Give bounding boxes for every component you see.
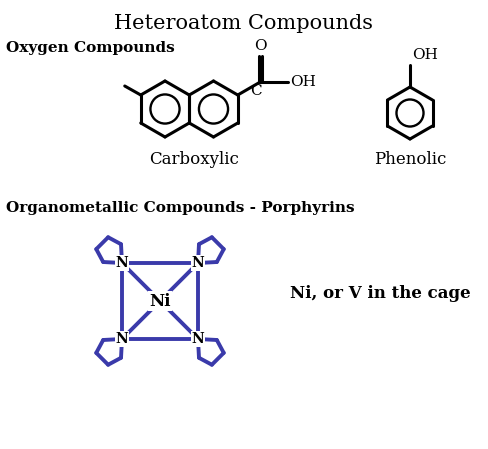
Text: N: N	[192, 256, 204, 270]
Text: OH: OH	[412, 48, 438, 62]
Text: OH: OH	[290, 75, 316, 89]
Text: Phenolic: Phenolic	[374, 151, 446, 168]
Text: Ni: Ni	[149, 292, 171, 309]
Text: Oxygen Compounds: Oxygen Compounds	[6, 41, 175, 55]
Text: Ni, or V in the cage: Ni, or V in the cage	[290, 286, 470, 303]
Text: Heteroatom Compounds: Heteroatom Compounds	[115, 14, 373, 33]
Text: Carboxylic: Carboxylic	[149, 151, 239, 168]
Text: N: N	[116, 332, 128, 346]
Text: O: O	[254, 39, 266, 53]
Text: C: C	[250, 84, 262, 98]
Text: Organometallic Compounds - Porphyrins: Organometallic Compounds - Porphyrins	[6, 201, 355, 215]
Text: N: N	[116, 256, 128, 270]
Text: N: N	[192, 332, 204, 346]
